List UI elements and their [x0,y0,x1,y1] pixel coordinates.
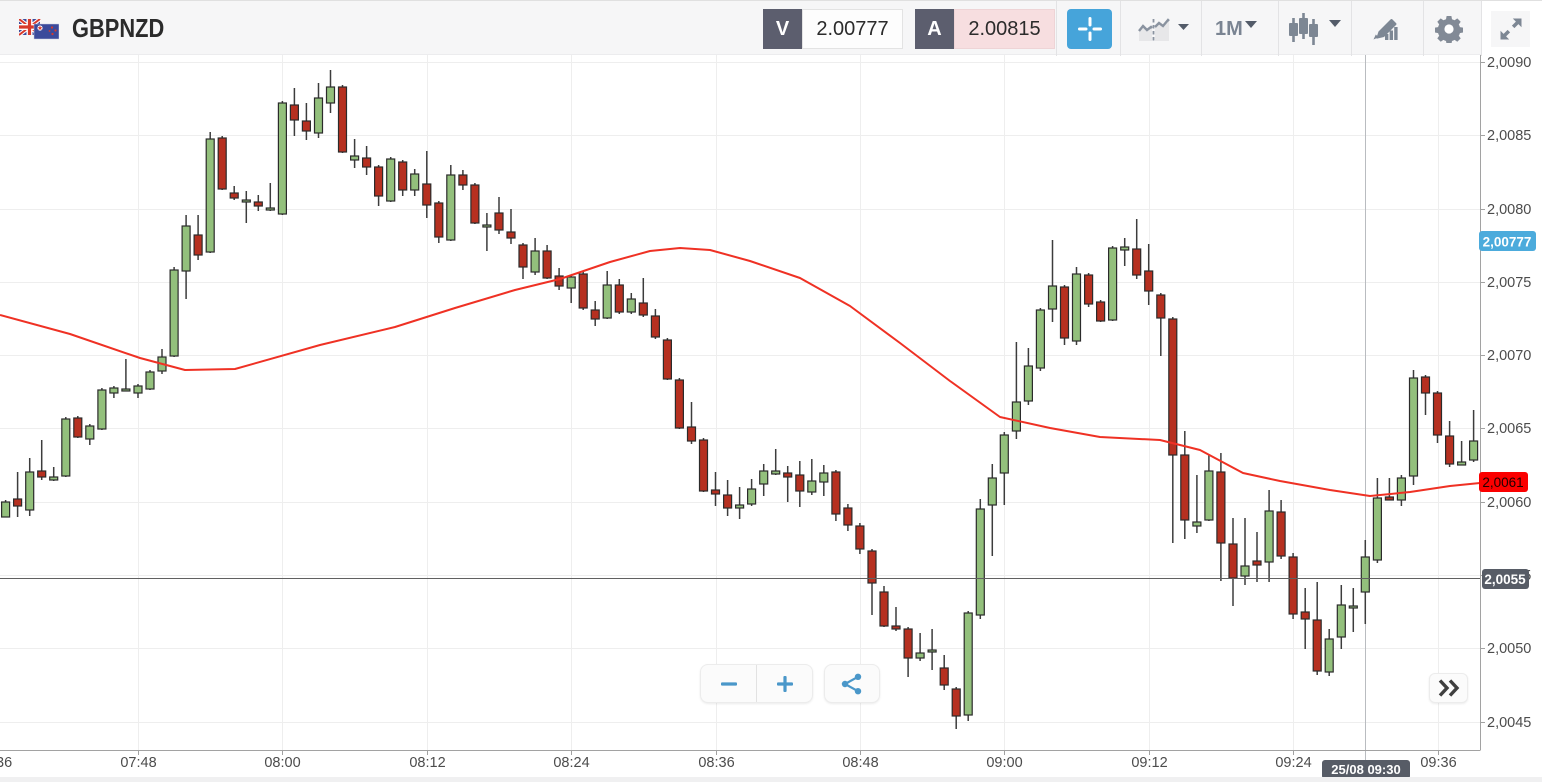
svg-text:2,00777: 2,00777 [1483,235,1532,250]
svg-text:09:00: 09:00 [986,755,1022,771]
svg-text:07:48: 07:48 [120,755,156,771]
svg-text:08:48: 08:48 [842,755,878,771]
svg-text:2,0065: 2,0065 [1487,421,1531,437]
svg-text:08:12: 08:12 [409,755,445,771]
svg-text:08:00: 08:00 [264,755,300,771]
svg-text:2,0085: 2,0085 [1487,128,1531,144]
svg-text:07:36: 07:36 [0,755,12,771]
svg-text:09:12: 09:12 [1131,755,1167,771]
svg-text:2,0055: 2,0055 [1484,572,1526,587]
svg-text:08:24: 08:24 [553,755,589,771]
svg-text:08:36: 08:36 [698,755,734,771]
svg-text:2,0061: 2,0061 [1482,475,1523,490]
svg-text:2,0045: 2,0045 [1487,715,1531,731]
svg-text:2,0080: 2,0080 [1487,202,1531,218]
svg-text:2,0060: 2,0060 [1487,495,1531,511]
svg-text:09:36: 09:36 [1420,755,1456,771]
svg-text:2,0050: 2,0050 [1487,641,1531,657]
svg-text:2,0090: 2,0090 [1487,55,1531,71]
svg-text:25/08 09:30: 25/08 09:30 [1331,762,1400,777]
svg-text:2,0075: 2,0075 [1487,275,1531,291]
svg-text:2,0070: 2,0070 [1487,348,1531,364]
svg-text:09:24: 09:24 [1275,755,1311,771]
